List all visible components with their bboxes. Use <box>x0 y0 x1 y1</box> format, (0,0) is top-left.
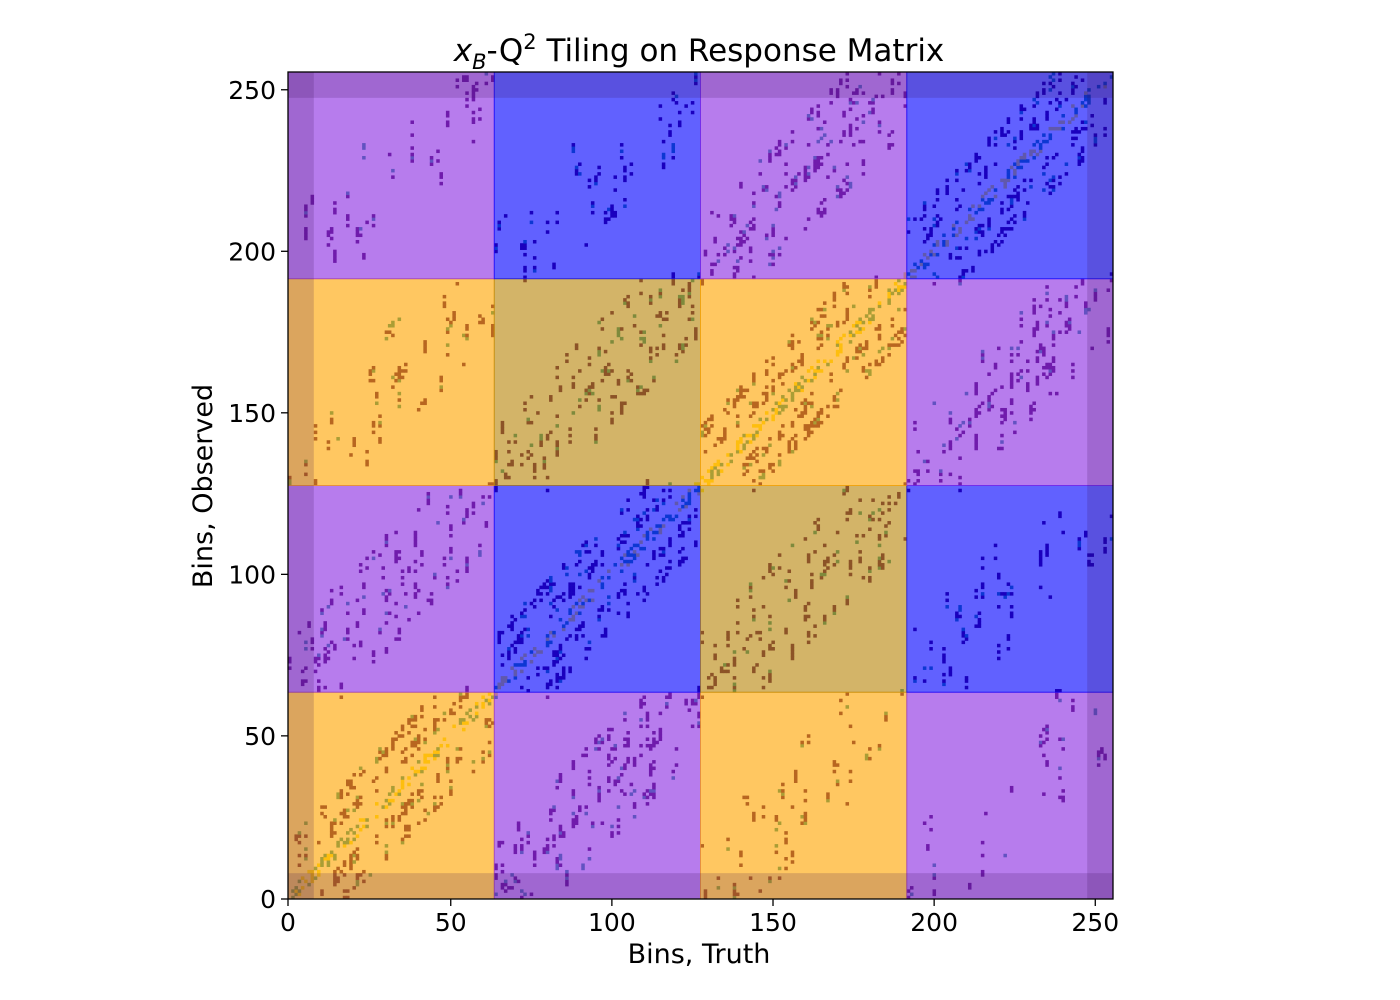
tile <box>287 71 495 280</box>
tile <box>700 278 908 486</box>
tile <box>493 278 701 486</box>
tile <box>906 71 1114 280</box>
tile <box>287 485 495 693</box>
x-tick-label: 150 <box>749 908 797 937</box>
y-tick-label: 250 <box>228 76 276 105</box>
x-tick-label: 200 <box>910 908 958 937</box>
plot-area <box>287 71 1114 900</box>
tile <box>493 485 701 693</box>
x-tick-label: 0 <box>280 908 296 937</box>
x-axis-label: Bins, Truth <box>628 939 771 970</box>
tile <box>493 691 701 900</box>
tile <box>700 691 908 900</box>
x-tick-label: 100 <box>588 908 636 937</box>
tile <box>906 278 1114 486</box>
tiling-overlay <box>287 71 1114 900</box>
y-tick-label: 100 <box>228 560 276 589</box>
tile <box>700 71 908 280</box>
y-tick-label: 0 <box>260 885 276 914</box>
tile <box>287 278 495 486</box>
y-tick-label: 150 <box>228 399 276 428</box>
x-tick-label: 50 <box>435 908 467 937</box>
tile <box>493 71 701 280</box>
y-tick-label: 200 <box>228 237 276 266</box>
tile <box>287 691 495 900</box>
chart-title: xB-Q2 Tiling on Response Matrix <box>453 30 945 74</box>
plot-frame <box>287 71 1114 900</box>
edge-bands <box>288 72 1113 899</box>
y-edge-band <box>288 873 1113 899</box>
y-axis-label: Bins, Observed <box>188 384 219 588</box>
x-axis: 0 50 100 150 200 250 <box>280 899 1119 937</box>
tile <box>906 691 1114 900</box>
tile <box>906 485 1114 693</box>
tile <box>700 485 908 693</box>
y-tick-label: 50 <box>244 722 276 751</box>
y-axis: 0 50 100 150 200 250 <box>228 76 288 914</box>
y-edge-band <box>288 72 1113 98</box>
x-tick-label: 250 <box>1071 908 1119 937</box>
x-edge-band <box>1087 72 1113 899</box>
x-edge-band <box>288 72 314 899</box>
